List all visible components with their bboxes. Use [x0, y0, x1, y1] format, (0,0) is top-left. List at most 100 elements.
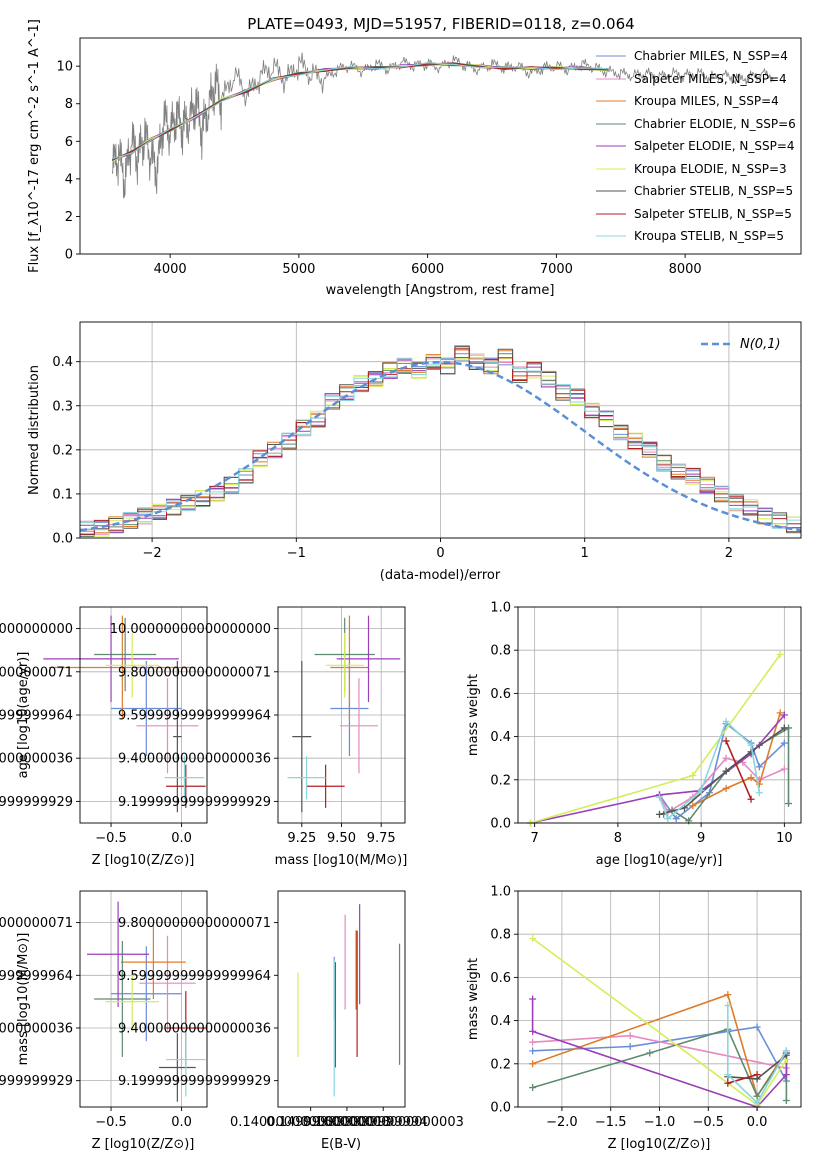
- error-bar-point: [94, 617, 157, 692]
- y-tick-label: 8: [65, 97, 73, 112]
- legend-item: Chabrier STELIB, N_SSP=5: [596, 184, 793, 198]
- x-tick-label: 8000: [669, 262, 702, 277]
- x-tick-label: 0.0: [171, 831, 192, 846]
- weight-marker: [626, 1043, 634, 1051]
- error-bar-point: [173, 661, 182, 813]
- weight-marker: [782, 1047, 790, 1055]
- gaussian-curve: [79, 360, 802, 532]
- weight-series: [656, 717, 763, 823]
- y-tick-label: 0.1: [52, 487, 73, 502]
- y-tick-label: 0.6: [490, 971, 511, 986]
- x-tick-label: 10: [776, 831, 793, 846]
- weight-vs-age-ticks: 7 8 9 10 0.0 0.2 0.4 0.6 0.8 1.0: [490, 601, 792, 847]
- weight-marker: [753, 1023, 761, 1031]
- residuals-marks: [79, 345, 802, 537]
- mass-vs-z-xlabel: Z [log10(Z/Z⊙)]: [92, 1137, 195, 1152]
- spectrum-xlabel: wavelength [Angstrom, rest frame]: [326, 283, 555, 298]
- weight-marker: [626, 1032, 634, 1040]
- y-tick-label: 0.3: [52, 399, 73, 414]
- x-tick-label: −1.5: [595, 1115, 627, 1130]
- error-bar-point: [136, 678, 199, 774]
- model-spectrum: [112, 62, 608, 160]
- legend-item: Kroupa STELIB, N_SSP=5: [596, 229, 784, 243]
- mass-vs-ebv-xlabel: E(B-V): [321, 1137, 361, 1152]
- error-bar-point: [330, 615, 369, 720]
- weight-marker: [529, 995, 537, 1003]
- weight-marker: [689, 771, 697, 779]
- y-tick-label: 0.0: [490, 817, 511, 832]
- y-tick-label: 10: [56, 60, 73, 75]
- y-tick-label: 9.59999999999999964: [118, 969, 271, 984]
- y-tick-label: 0.4: [52, 355, 73, 370]
- x-tick-label: 0.0: [747, 1115, 768, 1130]
- mass-vs-z-axes-frame: [79, 890, 208, 1108]
- weight-vs-age-axes-frame: [517, 606, 802, 824]
- error-bar-point: [325, 632, 364, 698]
- legend-label: Salpeter MILES, N_SSP=4: [634, 72, 787, 86]
- residuals-ylabel: Normed distribution: [27, 365, 42, 495]
- weight-marker: [753, 1092, 761, 1100]
- observed-spectrum: [111, 52, 775, 199]
- x-tick-label: 0: [436, 546, 444, 561]
- weight-marker: [753, 1099, 761, 1107]
- legend-label: Kroupa ELODIE, N_SSP=3: [634, 162, 787, 176]
- weight-marker: [776, 709, 784, 717]
- weight-vs-age-panel: 7 8 9 10 0.0 0.2 0.4 0.6 0.8 1.0 age [log10(age/y…: [466, 601, 802, 868]
- error-bar-point: [336, 615, 401, 703]
- weight-vs-z-xlabel: Z [log10(Z/Z⊙)]: [608, 1137, 711, 1152]
- x-tick-label: 0.140000000000000013: [230, 1115, 391, 1130]
- y-tick-label: 0.0: [52, 532, 73, 547]
- legend-label: N(0,1): [740, 337, 781, 352]
- y-tick-label: 9.80000000000000071: [0, 665, 73, 680]
- age-vs-mass-ticks: 9.25 9.50 9.75 9.19999999999999929 9.4000000…: [110, 622, 396, 846]
- weight-vs-age-ylabel: mass weight: [466, 674, 481, 756]
- legend-item: Kroupa MILES, N_SSP=4: [596, 94, 779, 108]
- age-vs-z-panel: −0.5 0.0 9.19999999999999929 9.400000000000…: [0, 606, 208, 868]
- y-tick-label: 9.40000000000000036: [0, 752, 73, 767]
- weight-vs-age-marks: [526, 651, 793, 827]
- mass-vs-ebv-panel: 0.1400000000000000130.149999999999999994…: [118, 890, 464, 1152]
- y-tick-label: 9.80000000000000071: [118, 665, 271, 680]
- error-bar-point: [94, 941, 151, 1057]
- y-tick-label: 2: [65, 210, 73, 225]
- age-vs-z-ticks: −0.5 0.0 9.19999999999999929 9.400000000000…: [0, 622, 192, 846]
- y-tick-label: 0.0: [490, 1101, 511, 1116]
- y-tick-label: 0: [65, 248, 73, 263]
- error-bar-point: [166, 1022, 206, 1097]
- weight-marker: [780, 711, 788, 719]
- legend-label: Salpeter STELIB, N_SSP=5: [634, 207, 792, 221]
- weight-marker: [724, 1001, 732, 1009]
- legend-item: Salpeter STELIB, N_SSP=5: [596, 207, 792, 221]
- age-vs-z-ylabel: age [log10(age/yr)]: [16, 652, 31, 779]
- weight-marker: [664, 815, 672, 823]
- x-tick-label: 0.160000000000000003: [303, 1115, 464, 1130]
- legend-label: Kroupa STELIB, N_SSP=5: [634, 229, 784, 243]
- x-tick-label: −2.0: [546, 1115, 578, 1130]
- mass-vs-ebv-marks: [297, 904, 401, 1097]
- weight-line: [658, 720, 761, 821]
- weight-line: [725, 740, 752, 800]
- mass-vs-z-ticks: −0.5 0.0 9.19999999999999929 9.400000000000…: [0, 916, 192, 1130]
- legend-label: Chabrier STELIB, N_SSP=5: [634, 184, 793, 198]
- x-tick-label: 4000: [154, 262, 187, 277]
- x-tick-label: 9.50: [327, 831, 356, 846]
- weight-marker: [724, 1079, 732, 1087]
- y-tick-label: 0.4: [490, 730, 511, 745]
- age-vs-mass-panel: 9.25 9.50 9.75 9.19999999999999929 9.4000000…: [110, 606, 407, 868]
- spectrum-ticks: 4000 5000 6000 7000 8000 0 2 4 6 8 10: [56, 60, 701, 277]
- weight-marker: [689, 802, 697, 810]
- x-tick-label: 1: [581, 546, 589, 561]
- error-bar-point: [120, 925, 186, 999]
- weight-marker: [529, 1027, 537, 1035]
- weight-marker: [529, 1047, 537, 1055]
- x-tick-label: 0.0: [171, 1115, 192, 1130]
- x-tick-label: −2: [143, 546, 162, 561]
- weight-marker: [697, 787, 705, 795]
- y-tick-label: 0.2: [52, 443, 73, 458]
- weight-marker: [755, 763, 763, 771]
- model-spectrum: [111, 63, 608, 162]
- x-tick-label: 5000: [282, 262, 315, 277]
- spectrum-ylabel: Flux [f_λ10^-17 erg cm^-2 s^-1 A^-1]: [27, 19, 42, 273]
- y-tick-label: 9.59999999999999964: [0, 969, 73, 984]
- y-tick-label: 9.40000000000000036: [0, 1021, 73, 1036]
